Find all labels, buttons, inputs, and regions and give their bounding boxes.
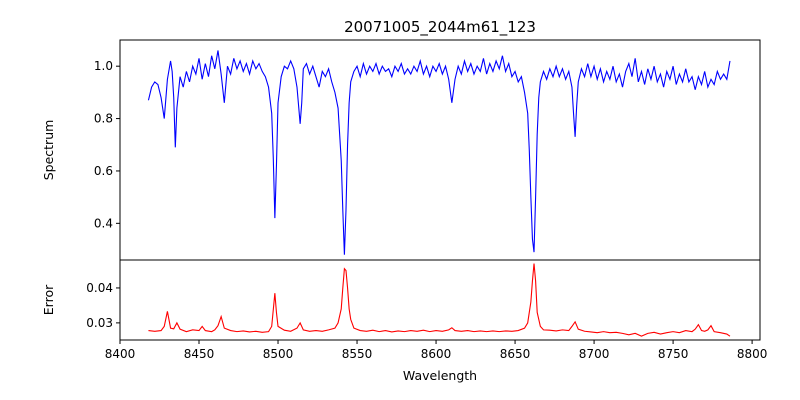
spectrum-panel: 0.4 0.6 0.8 1.0 Spectrum (41, 39, 761, 261)
spectrum-y-tick: 0.4 (94, 216, 120, 230)
x-axis-label: Wavelength (403, 368, 477, 383)
spectrum-y-tick: 0.8 (94, 112, 120, 126)
x-tick-label: 8500 (263, 347, 294, 361)
x-axis: 8400 8450 8500 8550 8600 8650 8700 8750 8800 (105, 340, 768, 361)
x-tick-label: 8800 (737, 347, 768, 361)
y-tick-label: 0.04 (86, 281, 113, 295)
x-tick-label: 8450 (184, 347, 215, 361)
error-series-line (148, 263, 731, 337)
spectrum-y-tick: 1.0 (94, 59, 120, 73)
spectrum-y-axis-label: Spectrum (41, 120, 56, 181)
error-y-tick: 0.04 (86, 281, 120, 295)
x-tick: 8550 (342, 340, 373, 361)
y-tick-label: 0.8 (94, 112, 113, 126)
error-panel: 0.03 0.04 Error (41, 259, 761, 341)
x-tick: 8450 (184, 340, 215, 361)
x-tick-label: 8650 (500, 347, 531, 361)
x-tick: 8650 (500, 340, 531, 361)
error-panel-frame (119, 259, 761, 341)
x-tick: 8400 (105, 340, 136, 361)
error-y-tick: 0.03 (86, 316, 120, 330)
y-tick-label: 0.03 (86, 316, 113, 330)
x-tick: 8600 (421, 340, 452, 361)
x-tick-label: 8750 (658, 347, 689, 361)
x-tick-label: 8700 (579, 347, 610, 361)
spectrum-panel-frame (119, 39, 761, 261)
x-tick-label: 8400 (105, 347, 136, 361)
y-tick-label: 1.0 (94, 59, 113, 73)
y-tick-label: 0.4 (94, 216, 113, 230)
x-tick: 8500 (263, 340, 294, 361)
x-tick: 8700 (579, 340, 610, 361)
x-tick-label: 8550 (342, 347, 373, 361)
x-tick: 8750 (658, 340, 689, 361)
x-tick: 8800 (737, 340, 768, 361)
error-y-axis-label: Error (41, 284, 56, 315)
spectrum-y-tick: 0.6 (94, 164, 120, 178)
x-tick-label: 8600 (421, 347, 452, 361)
spectrum-series-line (147, 50, 731, 255)
y-tick-label: 0.6 (94, 164, 113, 178)
chart-title: 20071005_2044m61_123 (344, 18, 536, 37)
